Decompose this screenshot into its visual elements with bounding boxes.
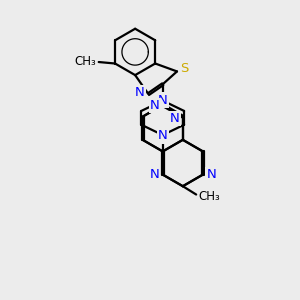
Text: N: N: [149, 168, 159, 181]
Text: N: N: [206, 168, 216, 181]
Text: CH₃: CH₃: [75, 55, 96, 68]
Text: S: S: [181, 62, 189, 75]
Text: N: N: [158, 94, 168, 107]
Text: N: N: [158, 130, 168, 143]
Text: N: N: [158, 129, 168, 142]
Text: N: N: [170, 112, 180, 124]
Text: CH₃: CH₃: [199, 190, 220, 202]
Text: N: N: [150, 99, 160, 112]
Text: S: S: [181, 62, 189, 75]
Text: N: N: [150, 99, 160, 112]
Text: N: N: [206, 168, 216, 181]
Text: N: N: [135, 86, 145, 99]
Text: N: N: [170, 112, 180, 124]
Text: N: N: [135, 86, 145, 99]
Text: N: N: [149, 168, 159, 181]
Text: N: N: [158, 93, 168, 106]
